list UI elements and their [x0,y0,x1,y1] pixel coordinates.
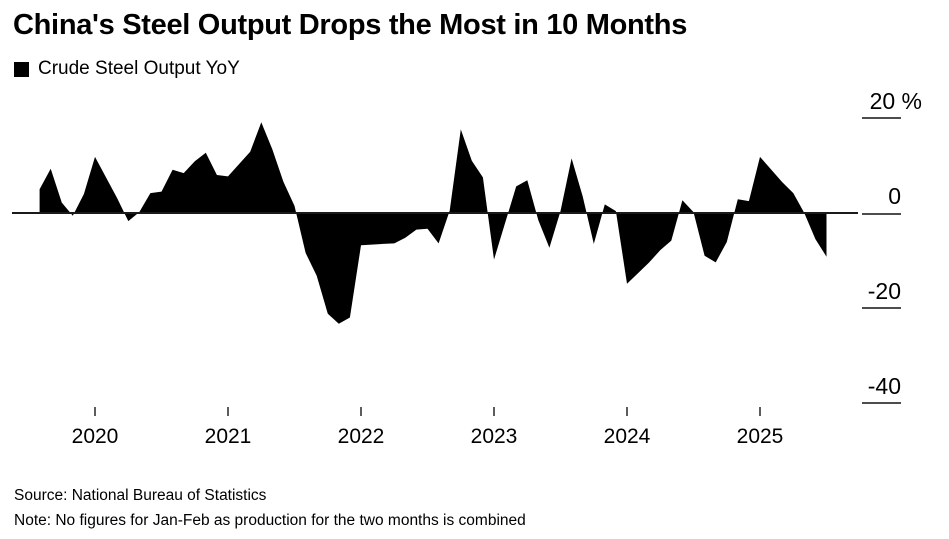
footnotes: Source: National Bureau of Statistics No… [14,483,526,533]
x-axis-tick-label: 2024 [604,425,651,448]
y-axis-tick-label: -40 [868,373,901,399]
y-axis-tick-label: -20 [868,278,901,304]
legend: Crude Steel Output YoY [14,58,240,79]
steel-output-area-series [39,122,827,324]
x-axis-tick-label: 2023 [471,425,518,448]
x-axis-tick-label: 2020 [72,425,119,448]
x-axis-tick-label: 2021 [205,425,252,448]
legend-swatch-icon [14,61,29,77]
y-axis-tick-label: 20 % [870,88,922,114]
x-axis-tick-label: 2025 [737,425,784,448]
x-axis-tick-label: 2022 [338,425,385,448]
page-title: China's Steel Output Drops the Most in 1… [13,9,688,41]
source-line: Source: National Bureau of Statistics [14,487,267,504]
legend-label: Crude Steel Output YoY [38,58,240,79]
y-axis-tick-label: 0 [888,183,901,209]
note-line: Note: No figures for Jan-Feb as producti… [14,512,526,529]
